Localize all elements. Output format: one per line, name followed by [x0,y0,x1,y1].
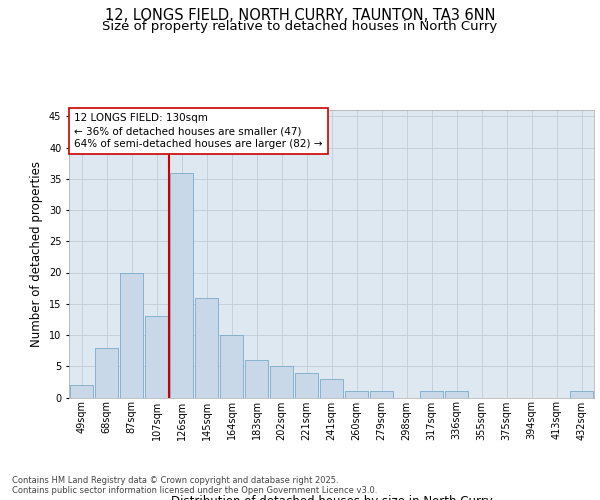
Bar [570,391,593,398]
Bar [145,316,168,398]
Bar [320,379,343,398]
Bar [170,172,193,398]
Text: Size of property relative to detached houses in North Curry: Size of property relative to detached ho… [103,20,497,33]
Bar [245,360,268,398]
Bar [70,385,93,398]
Bar [120,272,143,398]
Bar [345,391,368,398]
Bar [295,372,318,398]
Bar [370,391,393,398]
Bar [220,335,243,398]
Text: 12 LONGS FIELD: 130sqm
← 36% of detached houses are smaller (47)
64% of semi-det: 12 LONGS FIELD: 130sqm ← 36% of detached… [74,113,323,150]
Text: 12, LONGS FIELD, NORTH CURRY, TAUNTON, TA3 6NN: 12, LONGS FIELD, NORTH CURRY, TAUNTON, T… [105,8,495,22]
X-axis label: Distribution of detached houses by size in North Curry: Distribution of detached houses by size … [170,495,493,500]
Bar [270,366,293,398]
Bar [420,391,443,398]
Bar [195,298,218,398]
Bar [445,391,468,398]
Text: Contains HM Land Registry data © Crown copyright and database right 2025.
Contai: Contains HM Land Registry data © Crown c… [12,476,377,495]
Y-axis label: Number of detached properties: Number of detached properties [31,161,43,347]
Bar [95,348,118,398]
